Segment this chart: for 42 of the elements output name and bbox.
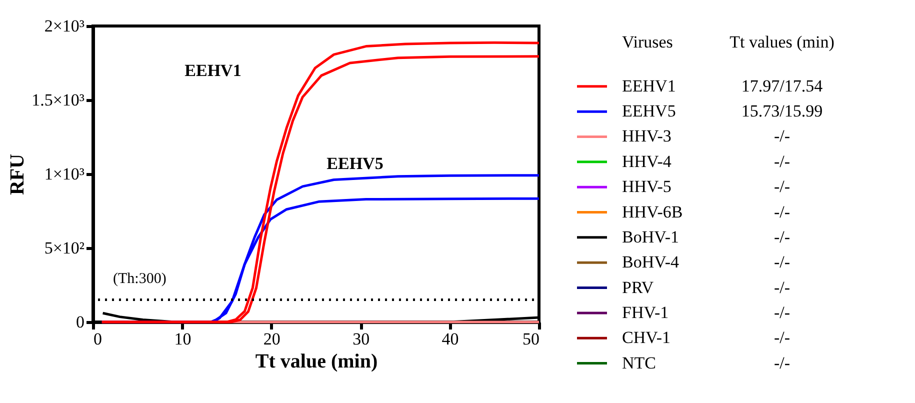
legend-label: CHV-1 — [622, 328, 670, 348]
text: 17.97/17.54 — [741, 76, 824, 96]
legend-label: HHV-4 — [622, 152, 672, 171]
x-tick-label: 10 — [174, 330, 192, 348]
text: -/- — [774, 328, 790, 348]
annotation: EEHV1 — [184, 61, 242, 80]
legend-label: BoHV-1 — [622, 227, 679, 246]
legend-label: PRV — [622, 278, 654, 297]
y-axis-title: RFU — [6, 154, 29, 196]
legend-label: HHV-3 — [622, 126, 672, 146]
y-tick-label: 5×10² — [44, 238, 84, 258]
annotation: EEHV5 — [326, 154, 384, 173]
text: -/- — [774, 152, 790, 171]
legend-label: HHV-6B — [622, 202, 683, 222]
legend-label: EEHV5 — [622, 102, 676, 121]
text: -/- — [774, 353, 790, 372]
text: -/- — [774, 302, 790, 322]
text: 15.73/15.99 — [741, 102, 823, 121]
x-tick-label: 20 — [263, 330, 280, 348]
legend-label: NTC — [622, 353, 656, 372]
text: -/- — [774, 126, 790, 146]
x-axis-title: Tt value (min) — [255, 350, 378, 372]
y-tick-label: 0 — [76, 312, 84, 332]
legend-title: Viruses — [622, 32, 673, 52]
text: -/- — [774, 202, 790, 222]
x-tick-label: 0 — [94, 330, 102, 348]
text: Tt values (min) — [730, 32, 834, 52]
legend-label: HHV-5 — [622, 177, 672, 196]
x-tick-label: 30 — [352, 330, 370, 348]
text: -/- — [774, 278, 790, 297]
text: -/- — [774, 252, 790, 272]
annotation: (Th:300) — [113, 270, 166, 287]
x-tick-label: 40 — [442, 330, 459, 348]
legend-label: FHV-1 — [622, 302, 669, 322]
x-tick-label: 50 — [522, 330, 540, 348]
text: -/- — [774, 227, 790, 246]
legend-label: EEHV1 — [622, 76, 676, 96]
text: -/- — [774, 177, 790, 196]
y-tick-label: 1×10³ — [44, 164, 84, 184]
y-tick-label: 1.5×10³ — [32, 90, 84, 110]
y-tick-label: 2×10³ — [44, 16, 84, 36]
legend-label: BoHV-4 — [622, 252, 680, 272]
